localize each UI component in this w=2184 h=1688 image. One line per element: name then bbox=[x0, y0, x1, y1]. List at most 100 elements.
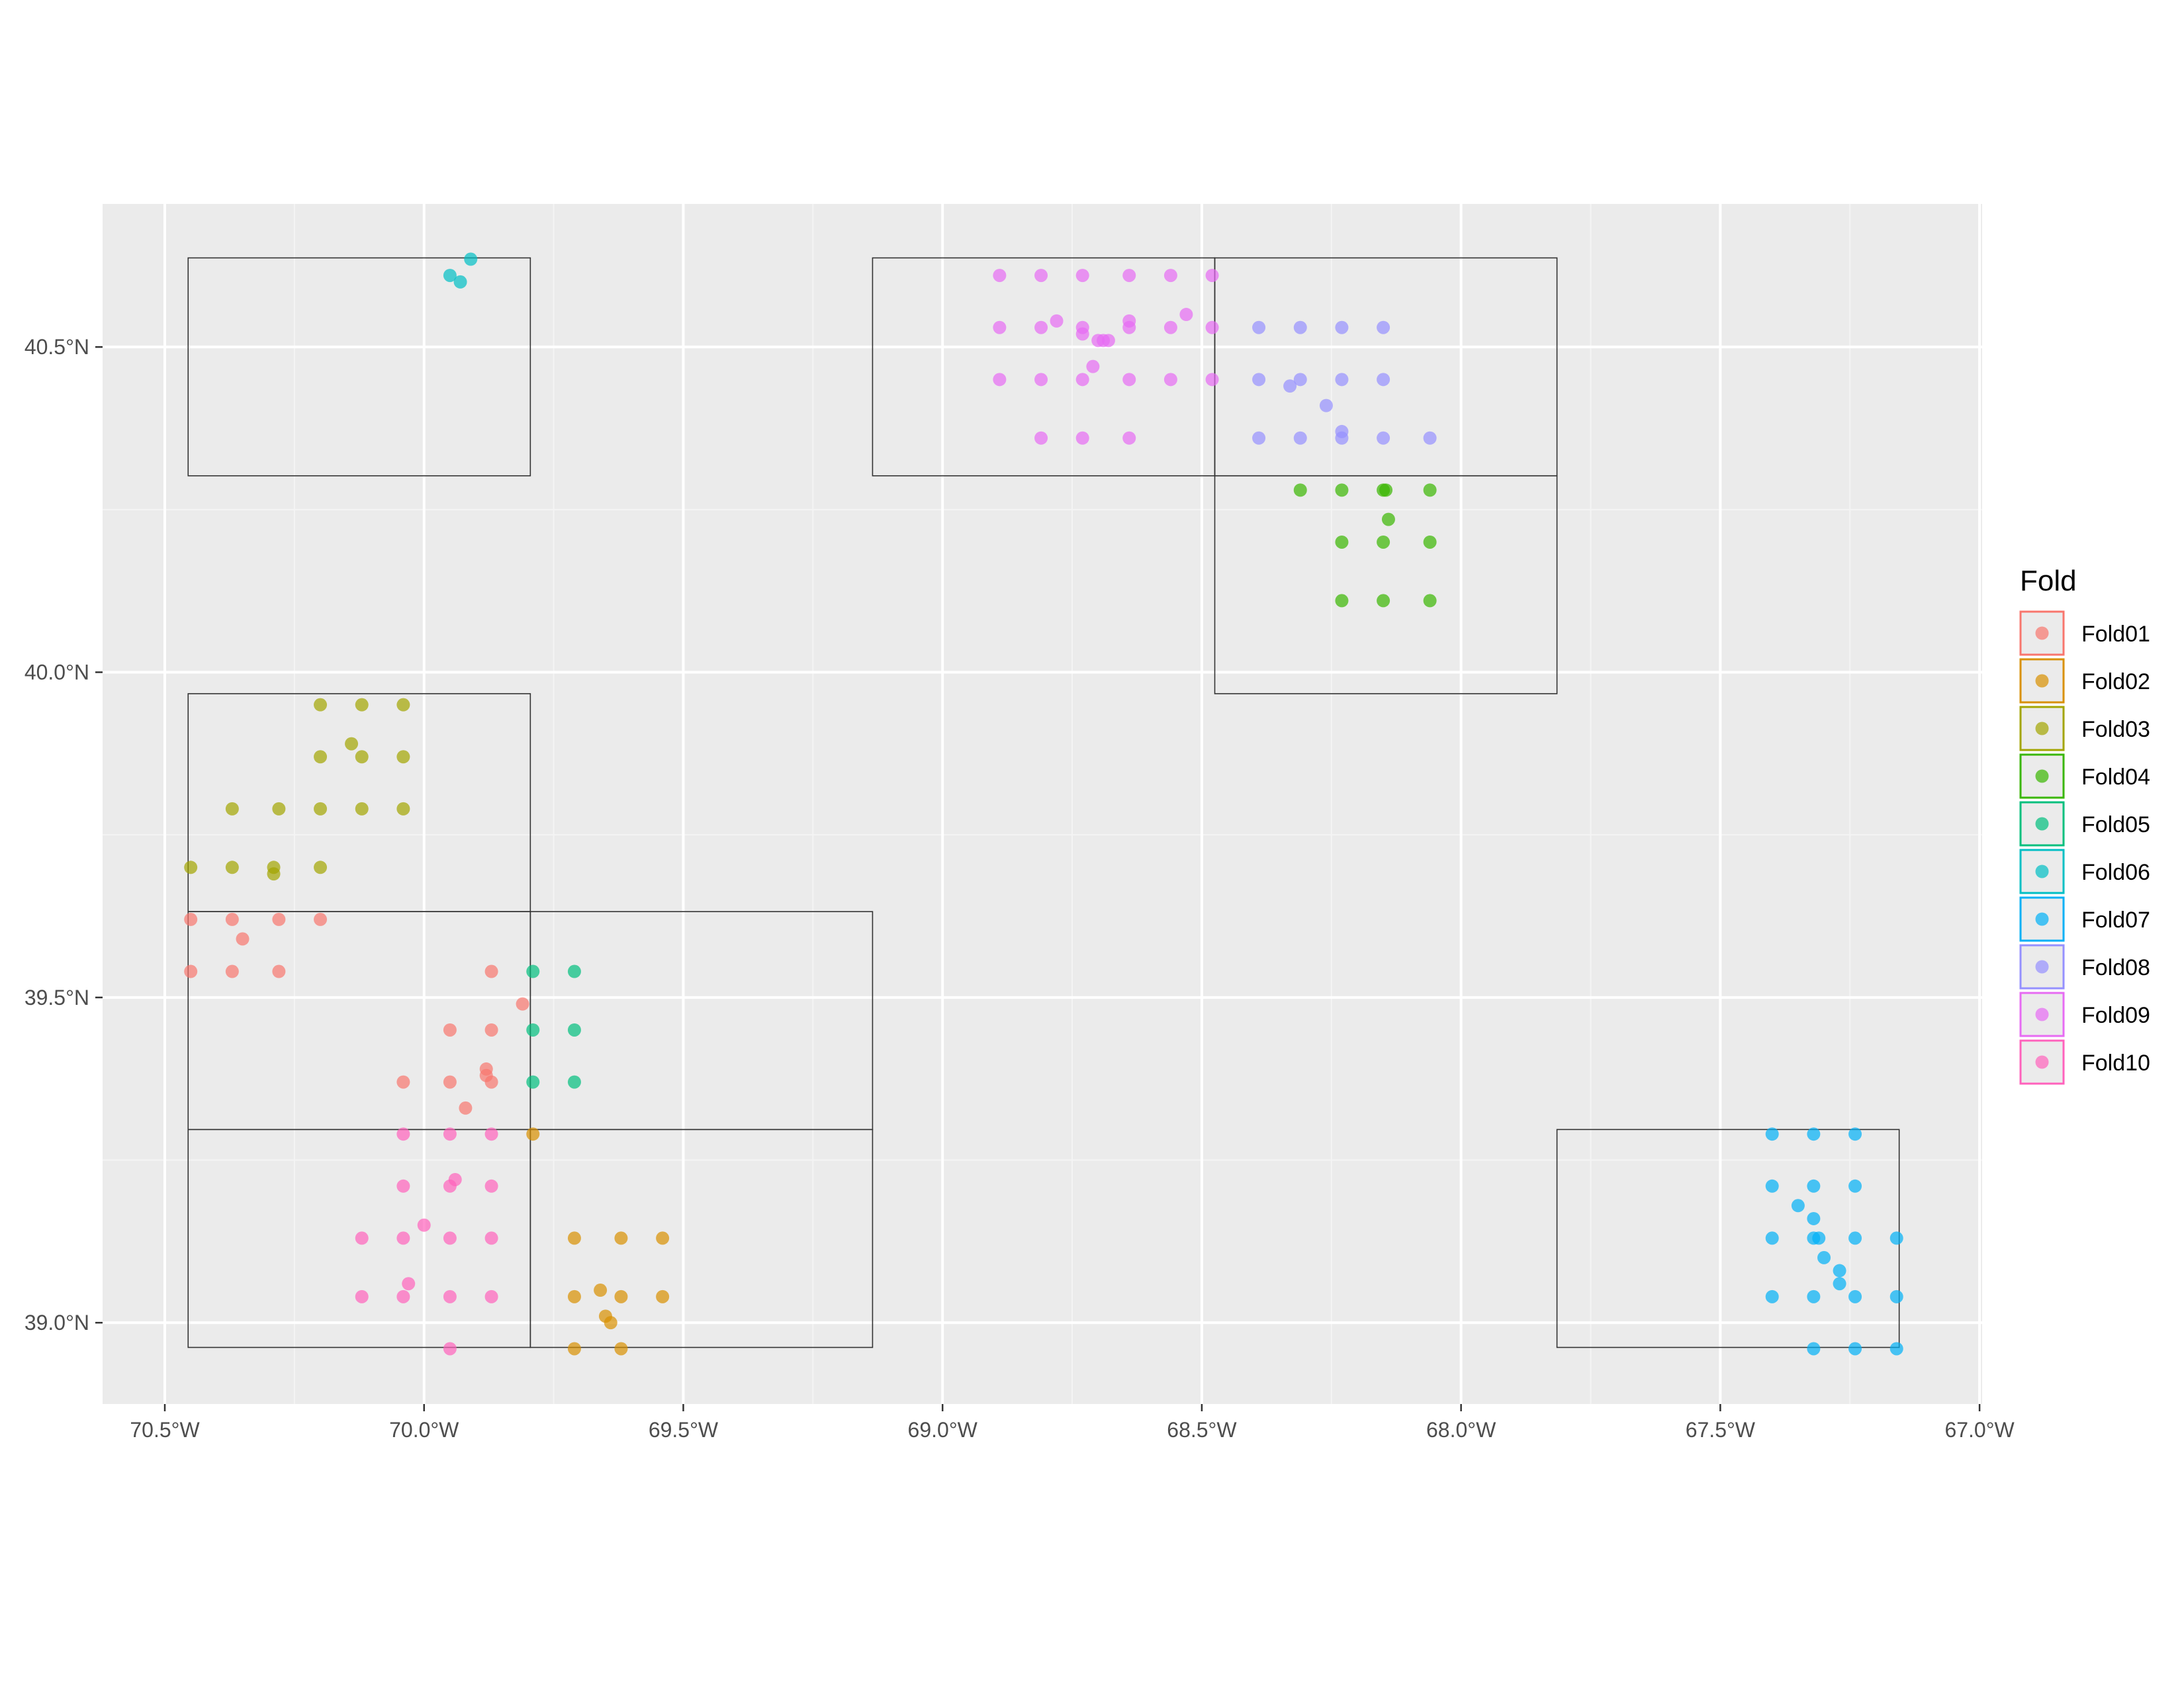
data-point bbox=[225, 861, 239, 874]
data-point bbox=[1791, 1199, 1805, 1213]
data-point bbox=[1848, 1127, 1862, 1141]
data-points bbox=[184, 252, 1903, 1356]
data-point bbox=[1319, 399, 1333, 412]
data-point bbox=[459, 1101, 473, 1115]
data-point bbox=[1086, 359, 1100, 373]
legend-item-fold05: Fold05 bbox=[2019, 801, 2150, 847]
legend-label: Fold02 bbox=[2081, 669, 2150, 694]
data-point bbox=[453, 275, 467, 289]
data-point bbox=[1034, 431, 1048, 445]
data-point bbox=[1163, 320, 1177, 334]
data-point bbox=[225, 802, 239, 816]
data-point bbox=[396, 1127, 410, 1141]
data-point bbox=[1335, 431, 1349, 445]
data-point bbox=[464, 252, 478, 266]
data-point bbox=[1122, 373, 1136, 387]
series-fold10 bbox=[355, 1127, 498, 1356]
data-point bbox=[443, 1127, 457, 1141]
data-point bbox=[1423, 594, 1437, 608]
data-point bbox=[272, 802, 286, 816]
data-point bbox=[1075, 269, 1089, 283]
data-point bbox=[614, 1289, 628, 1303]
data-point bbox=[1381, 512, 1395, 526]
data-point bbox=[1293, 483, 1307, 497]
x-tick-label: 68.0°W bbox=[1426, 1418, 1496, 1442]
data-point bbox=[567, 1231, 581, 1245]
data-point bbox=[396, 1179, 410, 1193]
data-point bbox=[484, 964, 498, 978]
spatial-block bbox=[187, 257, 531, 477]
data-point bbox=[396, 802, 410, 816]
data-point bbox=[345, 737, 359, 751]
data-point bbox=[443, 1231, 457, 1245]
legend-key-point bbox=[2035, 960, 2049, 974]
legend-key-point bbox=[2035, 722, 2049, 735]
legend-label: Fold07 bbox=[2081, 908, 2150, 933]
legend-key-point bbox=[2035, 817, 2049, 831]
legend-item-fold07: Fold07 bbox=[2019, 896, 2150, 942]
data-point bbox=[1377, 320, 1390, 334]
data-point bbox=[1335, 483, 1349, 497]
data-point bbox=[1807, 1289, 1821, 1303]
data-point bbox=[1293, 373, 1307, 387]
data-point bbox=[396, 1075, 410, 1089]
data-point bbox=[272, 964, 286, 978]
y-tick-label: 39.0°N bbox=[24, 1311, 89, 1335]
data-point bbox=[1833, 1264, 1846, 1278]
data-point bbox=[355, 1231, 369, 1245]
legend-title: Fold bbox=[2020, 565, 2077, 597]
data-point bbox=[314, 750, 328, 764]
legend-item-fold06: Fold06 bbox=[2019, 849, 2150, 894]
legend-key-point bbox=[2035, 674, 2049, 688]
data-point bbox=[448, 1172, 462, 1186]
data-point bbox=[1252, 431, 1266, 445]
legend-key-point bbox=[2035, 1008, 2049, 1021]
data-point bbox=[443, 269, 457, 283]
data-point bbox=[1252, 320, 1266, 334]
data-point bbox=[184, 912, 198, 926]
data-point bbox=[417, 1218, 431, 1232]
data-point bbox=[314, 912, 328, 926]
data-point bbox=[1848, 1289, 1862, 1303]
legend-label: Fold04 bbox=[2081, 765, 2150, 790]
data-point bbox=[396, 1289, 410, 1303]
data-point bbox=[443, 1289, 457, 1303]
data-point bbox=[1075, 327, 1089, 341]
x-tick-label: 69.0°W bbox=[908, 1418, 978, 1442]
legend-item-fold03: Fold03 bbox=[2019, 706, 2150, 751]
data-point bbox=[484, 1231, 498, 1245]
data-point bbox=[1034, 320, 1048, 334]
data-point bbox=[1377, 594, 1390, 608]
legend-item-fold02: Fold02 bbox=[2019, 658, 2150, 704]
legend-label: Fold09 bbox=[2081, 1003, 2150, 1028]
data-point bbox=[484, 1023, 498, 1037]
legend-label: Fold08 bbox=[2081, 955, 2150, 980]
spatial-block bbox=[1214, 475, 1558, 694]
data-point bbox=[567, 1075, 581, 1089]
data-point bbox=[236, 932, 250, 946]
data-point bbox=[314, 802, 328, 816]
data-point bbox=[1293, 320, 1307, 334]
series-fold05 bbox=[526, 964, 581, 1089]
data-point bbox=[1283, 379, 1297, 393]
data-point bbox=[594, 1284, 608, 1297]
data-point bbox=[1179, 308, 1193, 322]
data-point bbox=[1034, 269, 1048, 283]
data-point bbox=[1335, 320, 1349, 334]
data-point bbox=[567, 1342, 581, 1356]
data-point bbox=[526, 1023, 540, 1037]
data-point bbox=[526, 1075, 540, 1089]
data-point bbox=[1335, 535, 1349, 549]
data-point bbox=[443, 1342, 457, 1356]
data-point bbox=[314, 698, 328, 712]
data-point bbox=[567, 1289, 581, 1303]
data-point bbox=[567, 1023, 581, 1037]
data-point bbox=[1848, 1179, 1862, 1193]
data-point bbox=[1807, 1127, 1821, 1141]
x-tick-label: 69.5°W bbox=[649, 1418, 719, 1442]
data-point bbox=[1335, 594, 1349, 608]
data-point bbox=[355, 750, 369, 764]
x-tick-label: 67.5°W bbox=[1686, 1418, 1756, 1442]
legend-item-fold04: Fold04 bbox=[2019, 753, 2150, 799]
